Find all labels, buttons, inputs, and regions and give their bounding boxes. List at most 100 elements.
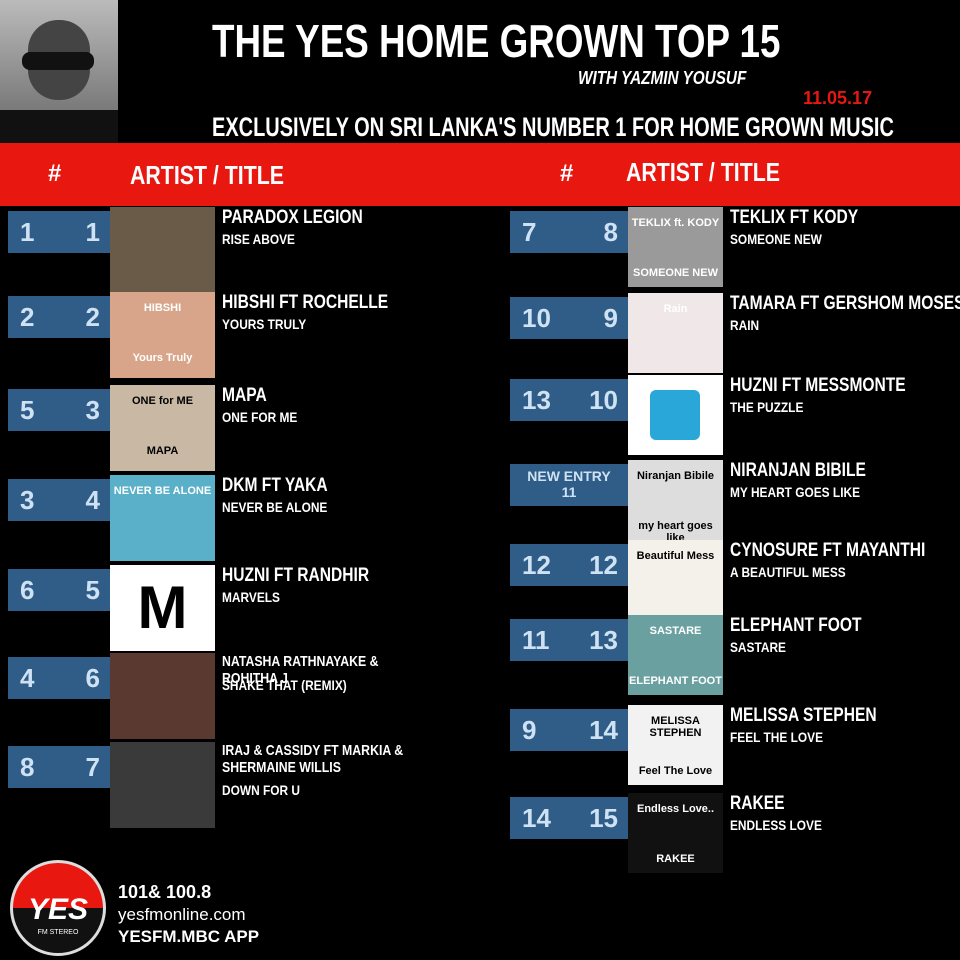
last-week: 1: [20, 217, 35, 247]
logo-sub: FM STEREO: [37, 929, 79, 936]
song-title: MY HEART GOES LIKE: [730, 484, 861, 500]
artist: DKM FT YAKA: [222, 475, 328, 496]
artist: TAMARA FT GERSHOM MOSES: [730, 293, 960, 314]
col-artist: ARTIST / TITLE: [130, 160, 284, 190]
cover-text: MAPA: [146, 445, 179, 457]
cover-text: Feel The Love: [638, 765, 713, 777]
artist: HIBSHI FT ROCHELLE: [222, 292, 389, 313]
cover-art: [628, 375, 723, 455]
cover-text: TEKLIX ft. KODY: [631, 217, 720, 229]
cover-text: SOMEONE NEW: [633, 267, 718, 279]
song-title: ONE FOR ME: [222, 409, 298, 425]
artist: TEKLIX FT KODY: [730, 207, 859, 228]
artist: MELISSA STEPHEN: [730, 705, 877, 726]
song-title: ENDLESS LOVE: [730, 817, 822, 833]
rank-box: 11 13: [510, 619, 628, 661]
rank-box: 10 9: [510, 297, 628, 339]
artist: MAPA: [222, 385, 267, 406]
cover-text: Rain: [663, 303, 688, 315]
song-title: MARVELS: [222, 589, 280, 605]
cover-art: MELISSA STEPHEN Feel The Love: [628, 705, 723, 785]
logo: YES FM STEREO: [10, 860, 106, 956]
cover-art: Niranjan Bibile my heart goes like: [628, 460, 723, 540]
subtitle: EXCLUSIVELY ON SRI LANKA'S NUMBER 1 FOR …: [212, 112, 894, 142]
position: 3: [85, 395, 100, 425]
cover-art: [110, 207, 215, 293]
position: 14: [589, 715, 618, 745]
col-rank: #: [560, 160, 574, 187]
title: THE YES HOME GROWN TOP 15: [212, 15, 781, 67]
position: 11: [561, 484, 577, 500]
cover-art: Rain: [628, 293, 723, 373]
rank-box: 14 15: [510, 797, 628, 839]
cover-art: Beautiful Mess: [628, 540, 723, 620]
position: 1: [85, 217, 100, 247]
last-week: 2: [20, 302, 35, 332]
last-week: 12: [522, 550, 551, 580]
cover-art: TEKLIX ft. KODY SOMEONE NEW: [628, 207, 723, 287]
website: yesfmonline.com: [118, 905, 246, 924]
cover-art: HIBSHI Yours Truly: [110, 292, 215, 378]
last-week: 11: [522, 625, 550, 655]
app: YESFM.MBC APP: [118, 927, 260, 946]
last-week: 4: [20, 663, 35, 693]
cover-art: NEVER BE ALONE: [110, 475, 215, 561]
cover-text: my heart goes like: [638, 520, 713, 540]
cover-text: ELEPHANT FOOT: [629, 675, 722, 687]
artist: NIRANJAN BIBILE: [730, 460, 866, 481]
rank-box: 9 14: [510, 709, 628, 751]
last-week: 8: [20, 752, 35, 782]
last-week: 5: [20, 395, 35, 425]
cover-text: Yours Truly: [132, 352, 193, 364]
rank-box: 13 10: [510, 379, 628, 421]
rank-box: NEW ENTRY 11: [510, 464, 628, 506]
last-week: 10: [522, 303, 551, 333]
position: 5: [85, 575, 100, 605]
position: 7: [85, 752, 100, 782]
position: 4: [85, 485, 100, 515]
artist: ELEPHANT FOOT: [730, 615, 862, 636]
position: 12: [589, 550, 618, 580]
last-week: 7: [522, 217, 537, 247]
cover-text: SASTARE: [649, 625, 702, 637]
artist: HUZNI FT MESSMONTE: [730, 375, 906, 396]
header-bar: [0, 143, 960, 206]
song-title: SHAKE THAT (REMIX): [222, 677, 347, 693]
position: 6: [85, 663, 100, 693]
artist: RAKEE: [730, 793, 785, 814]
rank-box: 12 12: [510, 544, 628, 586]
cover-art: SASTARE ELEPHANT FOOT: [628, 615, 723, 695]
position: 8: [603, 217, 618, 247]
cover-art: Endless Love.. RAKEE: [628, 793, 723, 873]
cover-text: RAKEE: [656, 853, 695, 865]
position: 10: [589, 385, 618, 415]
cover-text: MELISSA STEPHEN: [649, 715, 702, 739]
song-title: SASTARE: [730, 639, 786, 655]
cover-text: Niranjan Bibile: [636, 470, 715, 482]
position: 2: [85, 302, 100, 332]
last-week: 14: [522, 803, 551, 833]
song-title: SOMEONE NEW: [730, 231, 822, 247]
last-week: 9: [522, 715, 537, 745]
artist: NATASHA RATHNAYAKE & ROHITHA J: [222, 653, 379, 687]
last-week: 6: [20, 575, 35, 605]
cover-art: M: [110, 565, 215, 651]
cover-art: ONE for ME MAPA: [110, 385, 215, 471]
cover-text: NEVER BE ALONE: [113, 485, 212, 497]
song-title: FEEL THE LOVE: [730, 729, 824, 745]
artist: IRAJ & CASSIDY FT MARKIA & SHERMAINE WIL…: [222, 742, 404, 776]
cover-text: M: [137, 574, 188, 641]
song-title: A BEAUTIFUL MESS: [730, 564, 846, 580]
host-photo: [0, 0, 118, 143]
host: WITH YAZMIN YOUSUF: [578, 68, 747, 88]
puzzle-icon: [650, 390, 700, 440]
song-title: RAIN: [730, 317, 760, 333]
